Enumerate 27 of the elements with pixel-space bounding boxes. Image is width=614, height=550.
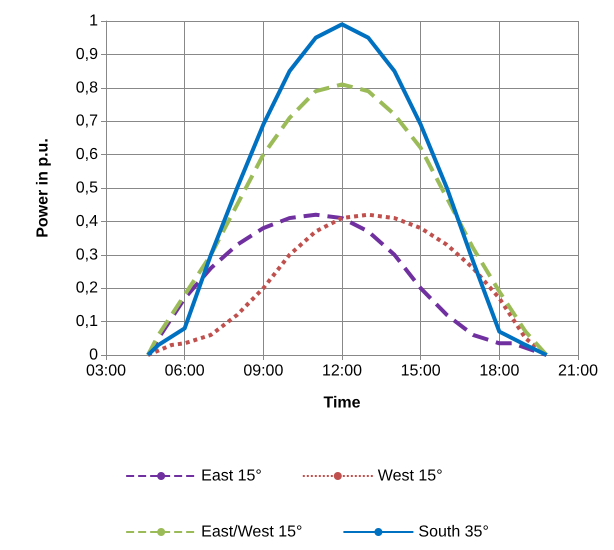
y-tick-label: 1 (89, 12, 98, 30)
y-tick-label: 0,4 (76, 212, 98, 230)
y-tick-label: 0,5 (76, 180, 98, 196)
y-tick-label: 0,6 (76, 146, 98, 164)
x-tick-label: 12:00 (322, 362, 362, 380)
y-tick-label: 0,9 (76, 46, 98, 63)
y-tick-label: 0,7 (76, 112, 98, 130)
y-tick-label: 0,8 (76, 79, 98, 96)
y-tick-label: 0,3 (76, 246, 98, 264)
legend-label: West 15° (378, 468, 443, 484)
x-tick-label: 06:00 (164, 362, 205, 380)
legend-label: East/West 15° (201, 524, 302, 540)
y-axis-title: Power in p.u. (34, 138, 52, 238)
x-tick-label: 21:00 (558, 362, 598, 380)
legend-label: East 15° (201, 468, 262, 484)
line-series (146, 82, 549, 357)
legend-label: South 35° (418, 524, 489, 540)
x-axis-title: Time (323, 394, 361, 412)
x-tick-label: 09:00 (243, 362, 284, 380)
x-tick-label: 15:00 (400, 362, 441, 380)
y-tick-label: 0,2 (76, 280, 98, 297)
x-tick-label: 03:00 (86, 362, 126, 380)
line-series (146, 22, 549, 357)
y-tick-label: 0,1 (76, 313, 98, 330)
y-tick-label: 0 (89, 346, 98, 364)
line-series (146, 212, 549, 357)
x-tick-label: 18:00 (479, 362, 520, 380)
